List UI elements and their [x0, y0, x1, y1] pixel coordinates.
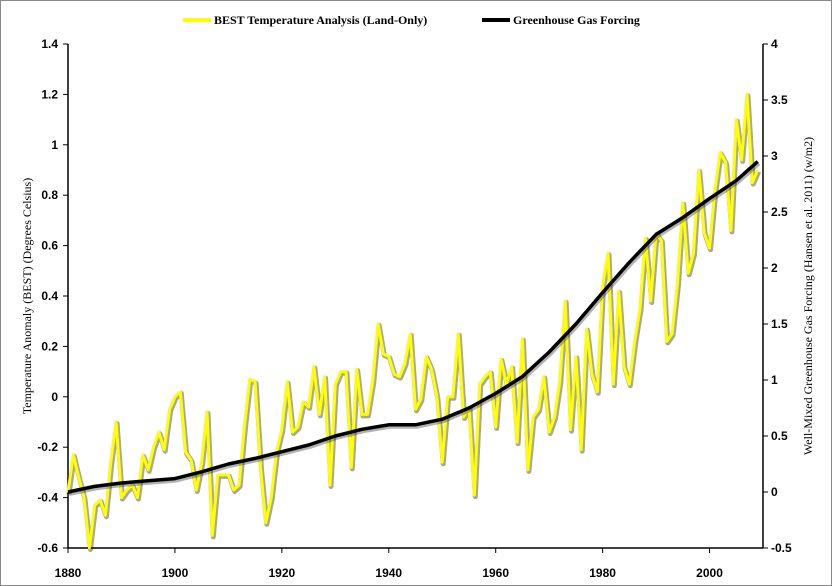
y2-axis-title: Well-Mixed Greenhouse Gas Forcing (Hanse…: [801, 137, 815, 455]
y2-tick-label: 1.5: [771, 317, 788, 331]
y2-tick-label: 0.5: [771, 429, 788, 443]
y-tick-label: 1.4: [41, 37, 58, 51]
y2-tick-label: 4: [771, 37, 778, 51]
y-tick-label: 1.2: [41, 87, 58, 101]
y-tick-label: 0.8: [41, 188, 58, 202]
y2-tick-label: -0.5: [771, 541, 792, 555]
series-greenhouse-forcing-line: [67, 160, 759, 494]
y2-tick-label: 2.5: [771, 205, 788, 219]
x-tick-label: 2000: [696, 566, 723, 580]
x-tick-label: 1900: [162, 566, 189, 580]
y-tick-label: -0.4: [37, 491, 58, 505]
series-best-temperature-line: [66, 92, 760, 550]
y-axis-title: Temperature Anomaly (BEST) (Degrees Cels…: [20, 178, 34, 414]
y2-tick-label: 3: [771, 149, 778, 163]
y2-tick-label: 2: [771, 261, 778, 275]
x-tick-label: 1980: [589, 566, 616, 580]
axes: -0.6 -0.4 -0.2 0 0.2 0.4 0.6 0.8 1 1.2 1.4 -0.5 0 0.5…: [37, 37, 792, 580]
y-tick-label: 0.4: [41, 289, 58, 303]
x-tick-label: 1880: [55, 566, 82, 580]
y2-tick-label: 3.5: [771, 93, 788, 107]
legend: BEST Temperature Analysis (Land-Only) Gr…: [183, 13, 640, 27]
y-tick-label: 0: [51, 390, 58, 404]
y-tick-label: -0.6: [37, 541, 58, 555]
x-tick-label: 1940: [375, 566, 402, 580]
y-tick-label: 0.6: [41, 239, 58, 253]
x-tick-label: 1960: [482, 566, 509, 580]
y2-tick-label: 0: [771, 485, 778, 499]
legend-label-forcing: Greenhouse Gas Forcing: [513, 13, 640, 27]
y2-tick-label: 1: [771, 373, 778, 387]
y-tick-label: -0.2: [37, 440, 58, 454]
y-tick-label: 1: [51, 138, 58, 152]
legend-label-best: BEST Temperature Analysis (Land-Only): [214, 13, 427, 27]
y-tick-label: 0.2: [41, 339, 58, 353]
x-tick-label: 1920: [268, 566, 295, 580]
series-group: [66, 92, 761, 552]
